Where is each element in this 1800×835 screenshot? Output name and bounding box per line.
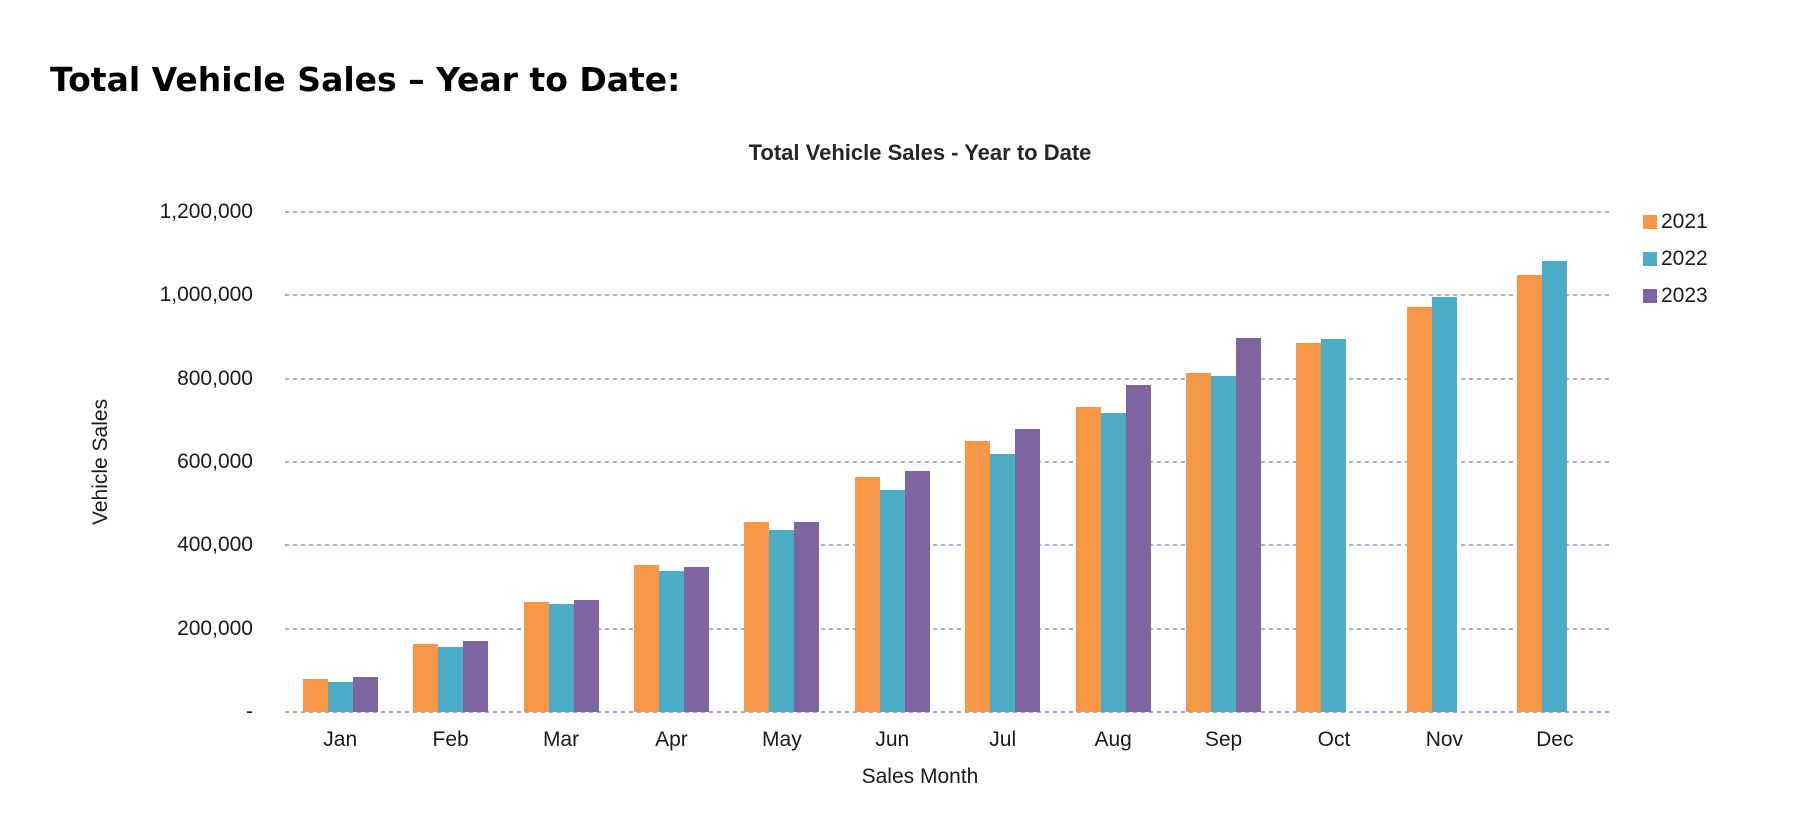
legend-label: 2023 — [1661, 283, 1708, 307]
bar-2023-Jun — [904, 471, 930, 712]
x-tick-label: Mar — [542, 728, 580, 751]
gridline — [285, 377, 1610, 380]
legend-swatch-icon — [1643, 214, 1657, 229]
x-tick-label: Jan — [323, 728, 358, 751]
y-tick-label: 1,200,000 — [159, 200, 253, 223]
y-tick-label: 800,000 — [177, 366, 253, 390]
bar-2022-May — [769, 529, 795, 712]
bar-2021-Feb — [413, 644, 439, 712]
bar-2022-Nov — [1431, 297, 1457, 712]
gridline — [285, 711, 1610, 713]
bar-2022-Jun — [879, 489, 905, 712]
bar-2021-May — [744, 522, 770, 712]
x-tick-label: Jun — [875, 728, 910, 751]
x-tick-label: Feb — [432, 728, 469, 751]
bar-2022-Dec — [1542, 260, 1568, 712]
plot-area — [285, 211, 1610, 713]
bar-2022-Sep — [1211, 376, 1237, 712]
legend-swatch-icon — [1643, 288, 1657, 303]
legend-item-2023: 2023 — [1643, 277, 1708, 314]
x-tick-label: Jul — [989, 728, 1017, 751]
bar-2021-Nov — [1406, 306, 1432, 712]
gridline — [285, 211, 1610, 213]
bar-2023-Aug — [1125, 384, 1151, 712]
legend-swatch-icon — [1643, 251, 1657, 266]
y-tick-label: 200,000 — [177, 616, 253, 640]
x-tick-label: Sep — [1204, 728, 1243, 751]
bar-2022-Jan — [327, 682, 353, 712]
bar-2021-Aug — [1075, 407, 1101, 712]
bar-2022-Mar — [548, 604, 574, 712]
bar-2023-Jul — [1015, 429, 1041, 712]
x-tick-label: Nov — [1425, 728, 1464, 751]
gridline — [285, 461, 1610, 463]
x-tick-label: May — [762, 728, 802, 751]
gridline — [285, 294, 1610, 297]
chart-title: Total Vehicle Sales - Year to Date — [748, 140, 1092, 165]
bar-2021-Jun — [854, 476, 880, 712]
x-tick-label: Oct — [1317, 728, 1351, 751]
bar-2022-Apr — [658, 571, 684, 712]
gridline — [285, 627, 1610, 630]
y-tick-label: 1,000,000 — [159, 283, 253, 307]
bar-2021-Jan — [302, 678, 328, 712]
legend-label: 2021 — [1661, 209, 1708, 233]
bar-2023-Sep — [1236, 338, 1262, 712]
bar-2023-Feb — [463, 641, 489, 712]
bar-2022-Jul — [990, 454, 1016, 712]
gridline — [285, 544, 1610, 547]
bar-2022-Feb — [438, 647, 464, 712]
bar-2021-Jul — [965, 441, 991, 712]
legend: 2021 2022 2023 — [1643, 203, 1708, 314]
legend-item-2021: 2021 — [1643, 203, 1708, 240]
y-tick-label: 600,000 — [177, 450, 253, 473]
y-tick-label: - — [246, 700, 253, 723]
x-tick-label: Aug — [1094, 728, 1132, 751]
x-axis-title: Sales Month — [861, 765, 979, 788]
bar-2023-Apr — [683, 567, 709, 712]
bar-2022-Oct — [1321, 338, 1347, 712]
bar-2023-Jan — [352, 676, 378, 712]
page-title: Total Vehicle Sales – Year to Date: — [50, 60, 681, 100]
x-tick-label: Dec — [1536, 728, 1574, 751]
bar-2021-Dec — [1517, 274, 1543, 712]
y-tick-label: 400,000 — [177, 533, 253, 557]
bar-2023-Mar — [573, 599, 599, 712]
bar-2021-Apr — [633, 565, 659, 712]
x-tick-label: Apr — [655, 728, 688, 751]
legend-label: 2022 — [1661, 246, 1708, 270]
bar-2022-Aug — [1100, 413, 1126, 712]
bar-2021-Sep — [1186, 372, 1212, 712]
bar-2021-Oct — [1296, 342, 1322, 712]
bar-2023-May — [794, 522, 820, 712]
bar-2021-Mar — [523, 602, 549, 712]
legend-item-2022: 2022 — [1643, 240, 1708, 277]
